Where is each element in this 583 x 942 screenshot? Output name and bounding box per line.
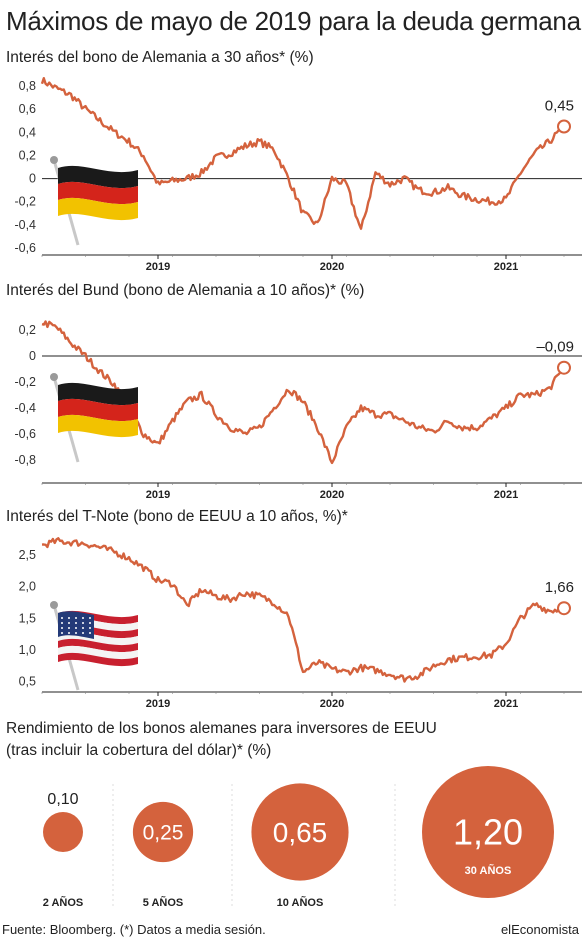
end-marker (557, 601, 571, 616)
page-title: Máximos de mayo de 2019 para la deuda ge… (6, 6, 581, 36)
flag-stripe (58, 638, 138, 653)
flag-star (89, 632, 91, 634)
bubble-value-label: 1,20 (453, 812, 523, 853)
y-tick-label: -0,6 (14, 241, 36, 255)
y-tick-label: -0,2 (14, 195, 36, 209)
y-tick-label: 0,6 (19, 102, 36, 116)
flag-star (82, 627, 84, 629)
y-tick-label: 0,5 (19, 675, 36, 689)
flag-pole-knob (50, 601, 58, 609)
flag-star (68, 627, 70, 629)
germany-flag-icon (50, 373, 138, 463)
bubble-value-label: 0,65 (273, 817, 328, 848)
flag-star (82, 622, 84, 624)
y-tick-label: 0,8 (19, 79, 36, 93)
bubble-category-label: 5 AÑOS (143, 896, 184, 909)
flag-star (75, 632, 77, 634)
flag-stripe-red (58, 398, 138, 422)
flag-stripe-gold (58, 414, 138, 438)
y-tick-label: -0,8 (14, 453, 36, 467)
flag-star (75, 617, 77, 619)
end-value-label: 0,45 (545, 98, 574, 115)
x-tick-label: 2019 (146, 489, 170, 501)
flag-stripe-red (58, 181, 138, 205)
y-tick-label: -0,4 (14, 401, 36, 415)
source-note: Fuente: Bloomberg. (*) Datos a media ses… (2, 922, 266, 937)
germany-flag-icon (50, 156, 138, 246)
chart-tnote: 2,5 2,0 1,5 1,0 0,5 2019 2020 2021 1,66 (19, 537, 582, 710)
flag-star (75, 627, 77, 629)
x-tick-label: 2021 (494, 261, 518, 272)
flag-star (82, 617, 84, 619)
y-tick-label: -0,6 (14, 427, 36, 441)
flag-star (61, 617, 63, 619)
x-tick-label: 2021 (494, 698, 518, 710)
flag-stripe-gold (58, 197, 138, 221)
x-tick-label: 2019 (146, 698, 170, 710)
flag-stripe (58, 645, 138, 660)
y-tick-label: 0,2 (19, 148, 36, 162)
flag-star (61, 622, 63, 624)
x-tick-label: 2021 (494, 489, 518, 501)
chart-10y-bund: 0,2 0 -0,2 -0,4 -0,6 -0,8 2019 2020 2021 –0,09 (14, 320, 582, 501)
end-marker (557, 119, 571, 134)
series-line (41, 537, 566, 683)
series-line (40, 77, 565, 230)
end-value-label: –0,09 (536, 339, 574, 356)
flag-star (89, 617, 91, 619)
bubble-subtitle: (tras incluir la cobertura del dólar)* (… (6, 742, 272, 759)
bubble-chart: 0,10 2 AÑOS 0,25 5 AÑOS 0,65 10 AÑOS 1,20 30 AÑ… (43, 766, 554, 909)
chart3-title: Interés del T-Note (bono de EEUU a 10 añ… (6, 508, 348, 525)
y-tick-label: 0,4 (19, 125, 36, 139)
bubble (132, 801, 194, 863)
brand-logo: elEconomista (500, 922, 579, 937)
bubble-value-label: 0,25 (143, 821, 184, 844)
bubble-category-label: 2 AÑOS (43, 896, 84, 909)
flag-pole-knob (50, 373, 58, 381)
flag-star (89, 622, 91, 624)
flag-stripe (58, 652, 138, 667)
y-tick-label: 0 (29, 349, 36, 363)
x-tick-label: 2020 (320, 698, 344, 710)
chart2-title: Interés del Bund (bono de Alemania a 10 … (6, 282, 365, 299)
bubble (43, 812, 83, 852)
flag-canton (58, 611, 94, 639)
flag-star (89, 627, 91, 629)
bubble (251, 783, 349, 881)
flag-star (75, 622, 77, 624)
flag-star (82, 632, 84, 634)
chart-30y-bund: 0,8 0,6 0,4 0,2 0 -0,2 -0,4 -0,6 2019 2020 2021 0,4… (14, 77, 582, 272)
bubble-category-label: 10 AÑOS (277, 896, 324, 909)
end-marker (557, 360, 571, 375)
bubble-title: Rendimiento de los bonos alemanes para i… (6, 720, 437, 737)
end-value-label: 1,66 (545, 579, 574, 596)
usa-flag-icon (50, 601, 138, 691)
bubble (422, 766, 554, 898)
y-tick-label: 1,5 (19, 611, 36, 625)
y-tick-label: 2,0 (19, 580, 36, 594)
x-tick-label: 2019 (146, 261, 170, 272)
bubble-value-label: 0,10 (47, 791, 78, 808)
flag-star (61, 627, 63, 629)
y-tick-label: 0 (29, 172, 36, 186)
x-tick-label: 2020 (320, 489, 344, 501)
flag-star (68, 617, 70, 619)
flag-star (68, 632, 70, 634)
chart1-title: Interés del bono de Alemania a 30 años* … (6, 49, 314, 66)
y-tick-label: -0,2 (14, 375, 36, 389)
y-tick-label: 1,0 (19, 643, 36, 657)
y-tick-label: -0,4 (14, 218, 36, 232)
y-tick-label: 0,2 (19, 323, 36, 337)
flag-pole-knob (50, 156, 58, 164)
flag-stripe-black (58, 382, 138, 406)
y-tick-label: 2,5 (19, 548, 36, 562)
flag-stripe-black (58, 165, 138, 189)
flag-star (61, 632, 63, 634)
x-tick-label: 2020 (320, 261, 344, 272)
bubble-category-label: 30 AÑOS (465, 864, 512, 877)
flag-star (68, 622, 70, 624)
